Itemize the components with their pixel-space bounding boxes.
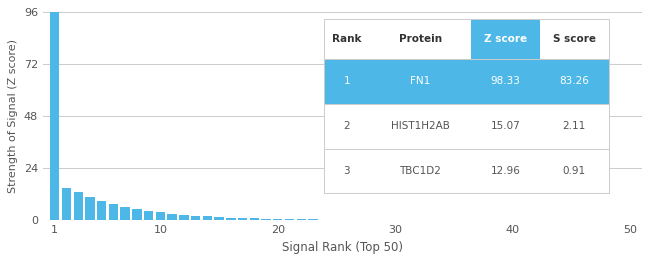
Bar (250, 218, 259, 220)
X-axis label: Signal Rank (Top 50): Signal Rank (Top 50) (282, 241, 403, 254)
Bar (50, 7, 59, 220)
Y-axis label: Strength of Signal (Z score): Strength of Signal (Z score) (8, 39, 18, 193)
Bar (179, 215, 188, 220)
Bar (191, 216, 200, 220)
Text: 3: 3 (343, 166, 350, 176)
Bar (261, 219, 271, 220)
Text: Z score: Z score (484, 34, 527, 44)
Bar (62, 188, 71, 220)
Text: 12.96: 12.96 (491, 166, 521, 176)
Text: 1: 1 (343, 77, 350, 86)
Text: TBC1D2: TBC1D2 (399, 166, 441, 176)
Text: 0.91: 0.91 (563, 166, 586, 176)
Bar (203, 216, 212, 220)
Bar (296, 219, 306, 220)
Bar (85, 197, 95, 220)
Text: 15.07: 15.07 (491, 121, 521, 131)
Bar (120, 207, 130, 220)
Text: Protein: Protein (398, 34, 442, 44)
Text: 2: 2 (343, 121, 350, 131)
Bar (168, 214, 177, 220)
Text: 98.33: 98.33 (491, 77, 521, 86)
Bar (132, 209, 142, 220)
Bar (156, 212, 165, 220)
Bar (214, 217, 224, 220)
Bar (273, 219, 283, 220)
Bar (285, 219, 294, 220)
Text: 83.26: 83.26 (560, 77, 590, 86)
Bar (226, 217, 235, 220)
Bar (109, 204, 118, 220)
Bar (97, 201, 107, 220)
Text: 2.11: 2.11 (563, 121, 586, 131)
Text: FN1: FN1 (410, 77, 430, 86)
Text: S score: S score (552, 34, 596, 44)
Text: Rank: Rank (332, 34, 361, 44)
Bar (238, 218, 247, 220)
Bar (144, 211, 153, 220)
Bar (73, 192, 83, 220)
Text: HIST1H2AB: HIST1H2AB (391, 121, 450, 131)
